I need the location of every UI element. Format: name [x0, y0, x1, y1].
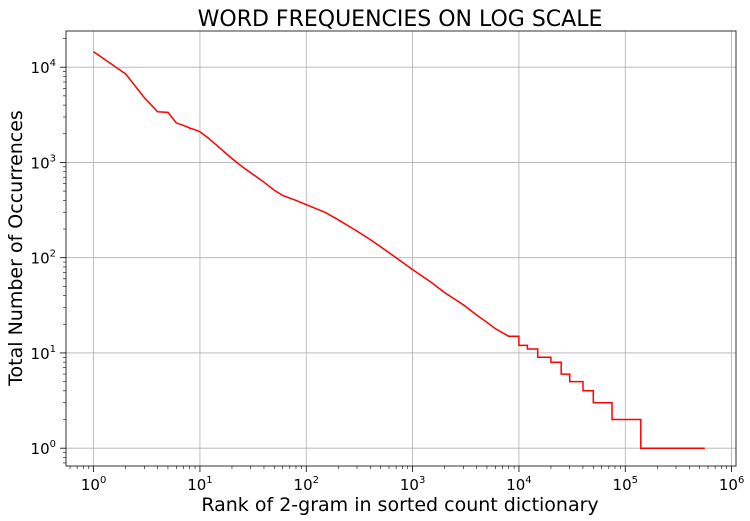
series-layer [93, 51, 705, 449]
x-axis-label: Rank of 2-gram in sorted count dictionar… [201, 494, 598, 516]
y-tick-label: 103 [31, 153, 56, 172]
x-tick-label: 101 [187, 475, 212, 494]
x-tick-label: 102 [294, 475, 319, 494]
y-axis-label: Total Number of Occurrences [5, 110, 27, 387]
chart-title: WORD FREQUENCIES ON LOG SCALE [198, 7, 603, 32]
y-tick-label: 104 [31, 58, 56, 77]
x-tick-label: 104 [506, 475, 531, 494]
y-tick-label: 101 [31, 344, 56, 363]
y-tick-label: 102 [31, 249, 56, 268]
plot-frame [65, 30, 737, 467]
y-tick-label: 100 [31, 439, 56, 458]
x-tick-label: 100 [81, 475, 106, 494]
grid [66, 31, 736, 466]
tick-layer: 100 101 102 103 104 105 106 100 101 102 103 104 [31, 38, 744, 494]
series-line [93, 51, 705, 449]
x-tick-label: 103 [400, 475, 425, 494]
x-tick-label: 106 [719, 475, 744, 494]
x-tick-label: 105 [613, 475, 638, 494]
